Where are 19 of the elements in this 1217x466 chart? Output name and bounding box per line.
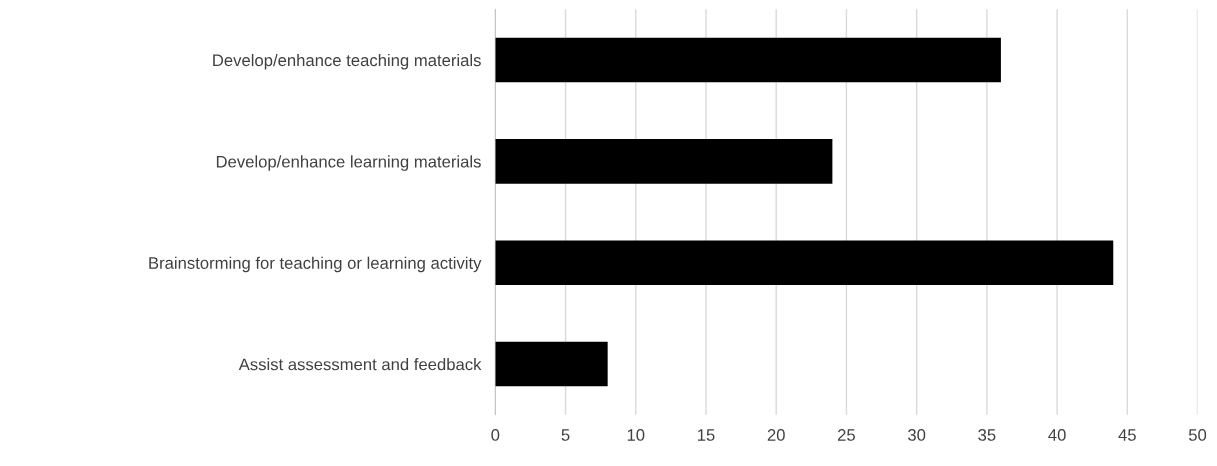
- y-tick-label: Brainstorming for teaching or learning activity: [149, 256, 482, 273]
- x-tick-label: 25: [837, 429, 855, 441]
- bar: [495, 341, 608, 387]
- x-tick-label: 45: [1118, 429, 1136, 441]
- x-tick-label: 40: [1048, 429, 1066, 441]
- x-tick-label: 30: [908, 429, 926, 441]
- y-tick-label: Develop/enhance learning materials: [216, 155, 481, 171]
- x-tick-label: 10: [627, 429, 645, 441]
- y-tick-label: Assist assessment and feedback: [238, 358, 482, 371]
- x-tick-label: 5: [561, 429, 570, 441]
- bar: [495, 240, 1114, 286]
- x-tick-label: 15: [697, 429, 715, 441]
- bar: [495, 139, 833, 184]
- x-tick-label: 20: [767, 429, 785, 441]
- x-tick-label: 35: [978, 429, 996, 441]
- x-tick-label: 50: [1188, 429, 1207, 441]
- y-tick-label: Develop/enhance teaching materials: [213, 53, 481, 70]
- x-tick-label: 0: [491, 429, 500, 441]
- bar: [495, 37, 1001, 83]
